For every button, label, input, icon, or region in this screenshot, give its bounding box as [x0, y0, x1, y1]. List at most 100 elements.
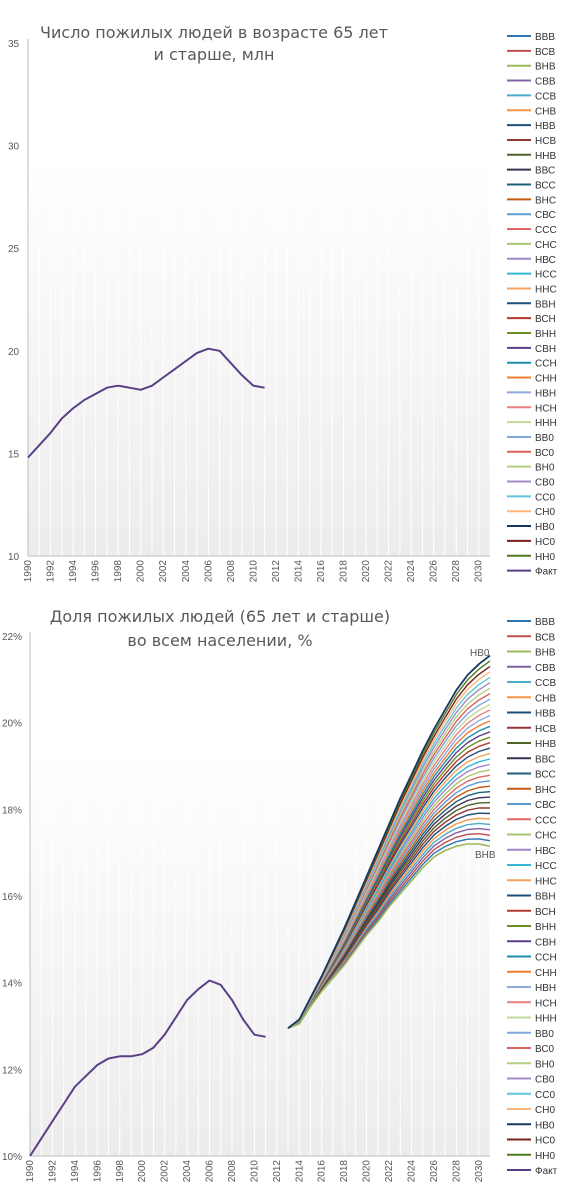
- legend-item: ССВ: [507, 91, 556, 102]
- legend-label: ВН0: [535, 1059, 555, 1070]
- legend-label: ВНС: [535, 195, 556, 206]
- x-tick-label: 2018: [339, 560, 350, 583]
- legend-label: ВВВ: [535, 617, 555, 628]
- legend-label: ССС: [535, 815, 557, 826]
- x-tick-label: 2030: [474, 560, 485, 583]
- legend-item: ННВ: [507, 151, 556, 162]
- x-tick-label: 1992: [46, 560, 57, 583]
- legend-item: ВВС: [507, 166, 555, 177]
- y-tick-label: 20%: [2, 719, 22, 730]
- x-tick-label: 2028: [451, 1160, 462, 1183]
- legend-label: НВС: [535, 846, 556, 857]
- legend-item: НС0: [507, 1136, 555, 1147]
- series-line-НВ0: [287, 654, 491, 1029]
- legend-item: ССС: [507, 815, 557, 826]
- x-tick-label: 2012: [271, 560, 282, 583]
- legend-label: НВ0: [535, 522, 555, 533]
- legend-item: Факт: [507, 567, 558, 578]
- x-tick-label: 2006: [203, 560, 214, 583]
- legend-label: СВ0: [535, 478, 555, 489]
- legend-label: ВСВ: [535, 632, 556, 643]
- legend-label: СВВ: [535, 77, 556, 88]
- legend-label: СВС: [535, 210, 556, 221]
- legend-label: ВВС: [535, 166, 555, 177]
- legend-item: НСН: [507, 403, 557, 414]
- legend-item: СН0: [507, 1105, 555, 1116]
- legend-label: СН0: [535, 507, 555, 518]
- series-line-fact: [29, 979, 266, 1157]
- y-tick-label: 30: [8, 142, 20, 153]
- legend-item: НВВ: [507, 121, 556, 132]
- x-tick-label: 2022: [384, 560, 395, 583]
- legend-item: ВВВ: [507, 32, 555, 43]
- x-tick-label: 1992: [47, 1160, 58, 1183]
- legend-item: НСВ: [507, 724, 556, 735]
- x-tick-label: 2006: [205, 1160, 216, 1183]
- legend-label: ВВ0: [535, 1029, 554, 1040]
- legend-item: НСН: [507, 998, 557, 1009]
- legend-label: СНВ: [535, 106, 556, 117]
- legend-item: ВН0: [507, 463, 555, 474]
- legend-label: ВНН: [535, 329, 556, 340]
- legend-label: ВВ0: [535, 433, 554, 444]
- legend-label: ННН: [535, 418, 557, 429]
- legend-item: СНВ: [507, 693, 556, 704]
- legend-item: СВН: [507, 344, 556, 355]
- legend-item: ССН: [507, 953, 557, 964]
- legend-label: НС0: [535, 537, 555, 548]
- legend-label: ВНВ: [535, 62, 556, 73]
- legend-item: ВС0: [507, 1044, 555, 1055]
- legend-label: НВН: [535, 388, 556, 399]
- legend-label: ВВН: [535, 892, 556, 903]
- legend-item: СВН: [507, 937, 556, 948]
- legend-label: Факт: [535, 1166, 558, 1177]
- legend-label: НСН: [535, 403, 557, 414]
- chart-elderly-share-svg: Доля пожилых людей (65 лет и старше) во …: [2, 607, 558, 1183]
- chart-title-line-2: во всем населении, %: [127, 631, 312, 650]
- x-tick-label: 2016: [317, 1160, 328, 1183]
- legend-item: СН0: [507, 507, 555, 518]
- x-tick-label: 2004: [182, 1160, 193, 1183]
- legend-label: НН0: [535, 1151, 555, 1162]
- legend-label: НСН: [535, 998, 557, 1009]
- legend-item: ННН: [507, 1014, 557, 1025]
- legend-item: ВВ0: [507, 433, 554, 444]
- legend-label: ССН: [535, 953, 557, 964]
- legend-label: ВНВ: [535, 648, 556, 659]
- legend-label: НВ0: [535, 1120, 555, 1131]
- legend-item: НВН: [507, 388, 556, 399]
- legend-item: НСВ: [507, 136, 556, 147]
- legend-label: НСВ: [535, 136, 556, 147]
- legend-label: ННС: [535, 876, 557, 887]
- legend-label: ННВ: [535, 739, 556, 750]
- legend-label: ВСС: [535, 181, 556, 192]
- legend-label: НС0: [535, 1136, 555, 1147]
- x-tick-label: 2028: [451, 560, 462, 583]
- legend-label: СС0: [535, 1090, 555, 1101]
- x-tick-label: 2008: [226, 560, 237, 583]
- legend-item: СВС: [507, 800, 556, 811]
- legend-item: СС0: [507, 492, 555, 503]
- legend-label: СНН: [535, 968, 557, 979]
- y-tick-label: 18%: [2, 805, 22, 816]
- x-tick-label: 2016: [316, 560, 327, 583]
- legend-label: ССВ: [535, 678, 556, 689]
- legend-label: СС0: [535, 492, 555, 503]
- chart-elderly-count: Число пожилых людей в возрасте 65 лет и …: [8, 23, 558, 583]
- legend-item: ВН0: [507, 1059, 555, 1070]
- x-tick-label: 2002: [158, 560, 169, 583]
- x-tick-label: 2024: [406, 560, 417, 583]
- legend-label: НВВ: [535, 121, 556, 132]
- legend-item: СВВ: [507, 77, 556, 88]
- legend-label: ВС0: [535, 448, 555, 459]
- x-tick-label: 1990: [23, 560, 34, 583]
- legend-item: ВНВ: [507, 648, 556, 659]
- legend-label: ВНН: [535, 922, 556, 933]
- legend-label: ССС: [535, 225, 557, 236]
- legend-label: ННВ: [535, 151, 556, 162]
- plot-background: [28, 158, 490, 556]
- x-tick-label: 1996: [91, 560, 102, 583]
- legend-item: ВНС: [507, 195, 556, 206]
- legend-item: ВНН: [507, 329, 556, 340]
- series-line-ВНВ: [287, 843, 491, 1029]
